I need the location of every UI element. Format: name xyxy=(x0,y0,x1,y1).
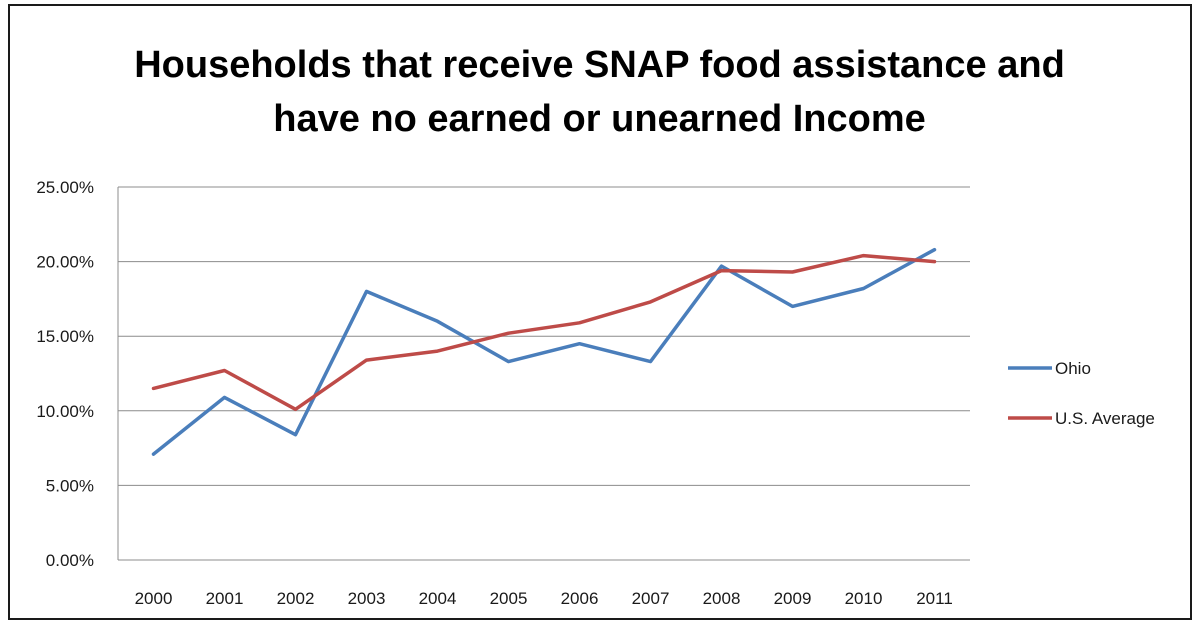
x-tick-label: 2003 xyxy=(348,589,386,608)
x-tick-label: 2006 xyxy=(561,589,599,608)
x-tick-label: 2002 xyxy=(277,589,315,608)
gridlines xyxy=(118,186,970,486)
y-axis-tick-labels: 0.00% 5.00% 10.00% 15.00% 20.00% 25.00% xyxy=(36,178,94,570)
x-tick-label: 2001 xyxy=(206,589,244,608)
legend: Ohio U.S. Average xyxy=(1008,359,1155,428)
chart-frame xyxy=(8,4,1192,620)
y-tick-label: 25.00% xyxy=(36,178,94,197)
series-line-ohio xyxy=(151,247,937,456)
x-tick-label: 2010 xyxy=(845,589,883,608)
legend-label: Ohio xyxy=(1055,359,1091,378)
x-tick-label: 2004 xyxy=(419,589,457,608)
x-tick-label: 2007 xyxy=(632,589,670,608)
legend-label: U.S. Average xyxy=(1055,409,1155,428)
y-tick-label: 0.00% xyxy=(46,551,94,570)
x-tick-label: 2011 xyxy=(916,589,953,608)
axes xyxy=(117,187,970,561)
y-tick-label: 10.00% xyxy=(36,402,94,421)
x-tick-label: 2005 xyxy=(490,589,528,608)
x-axis-tick-labels: 2000 2001 2002 2003 2004 2005 2006 2007 2008 2009… xyxy=(135,589,953,608)
y-tick-label: 20.00% xyxy=(36,253,94,272)
x-tick-label: 2008 xyxy=(703,589,741,608)
series-line-u-s-average xyxy=(151,253,937,412)
chart-title: Households that receive SNAP food assist… xyxy=(134,44,1065,140)
y-tick-label: 15.00% xyxy=(36,327,94,346)
y-tick-label: 5.00% xyxy=(46,476,94,495)
x-tick-label: 2000 xyxy=(135,589,173,608)
series-lines xyxy=(151,247,937,456)
x-tick-label: 2009 xyxy=(774,589,812,608)
